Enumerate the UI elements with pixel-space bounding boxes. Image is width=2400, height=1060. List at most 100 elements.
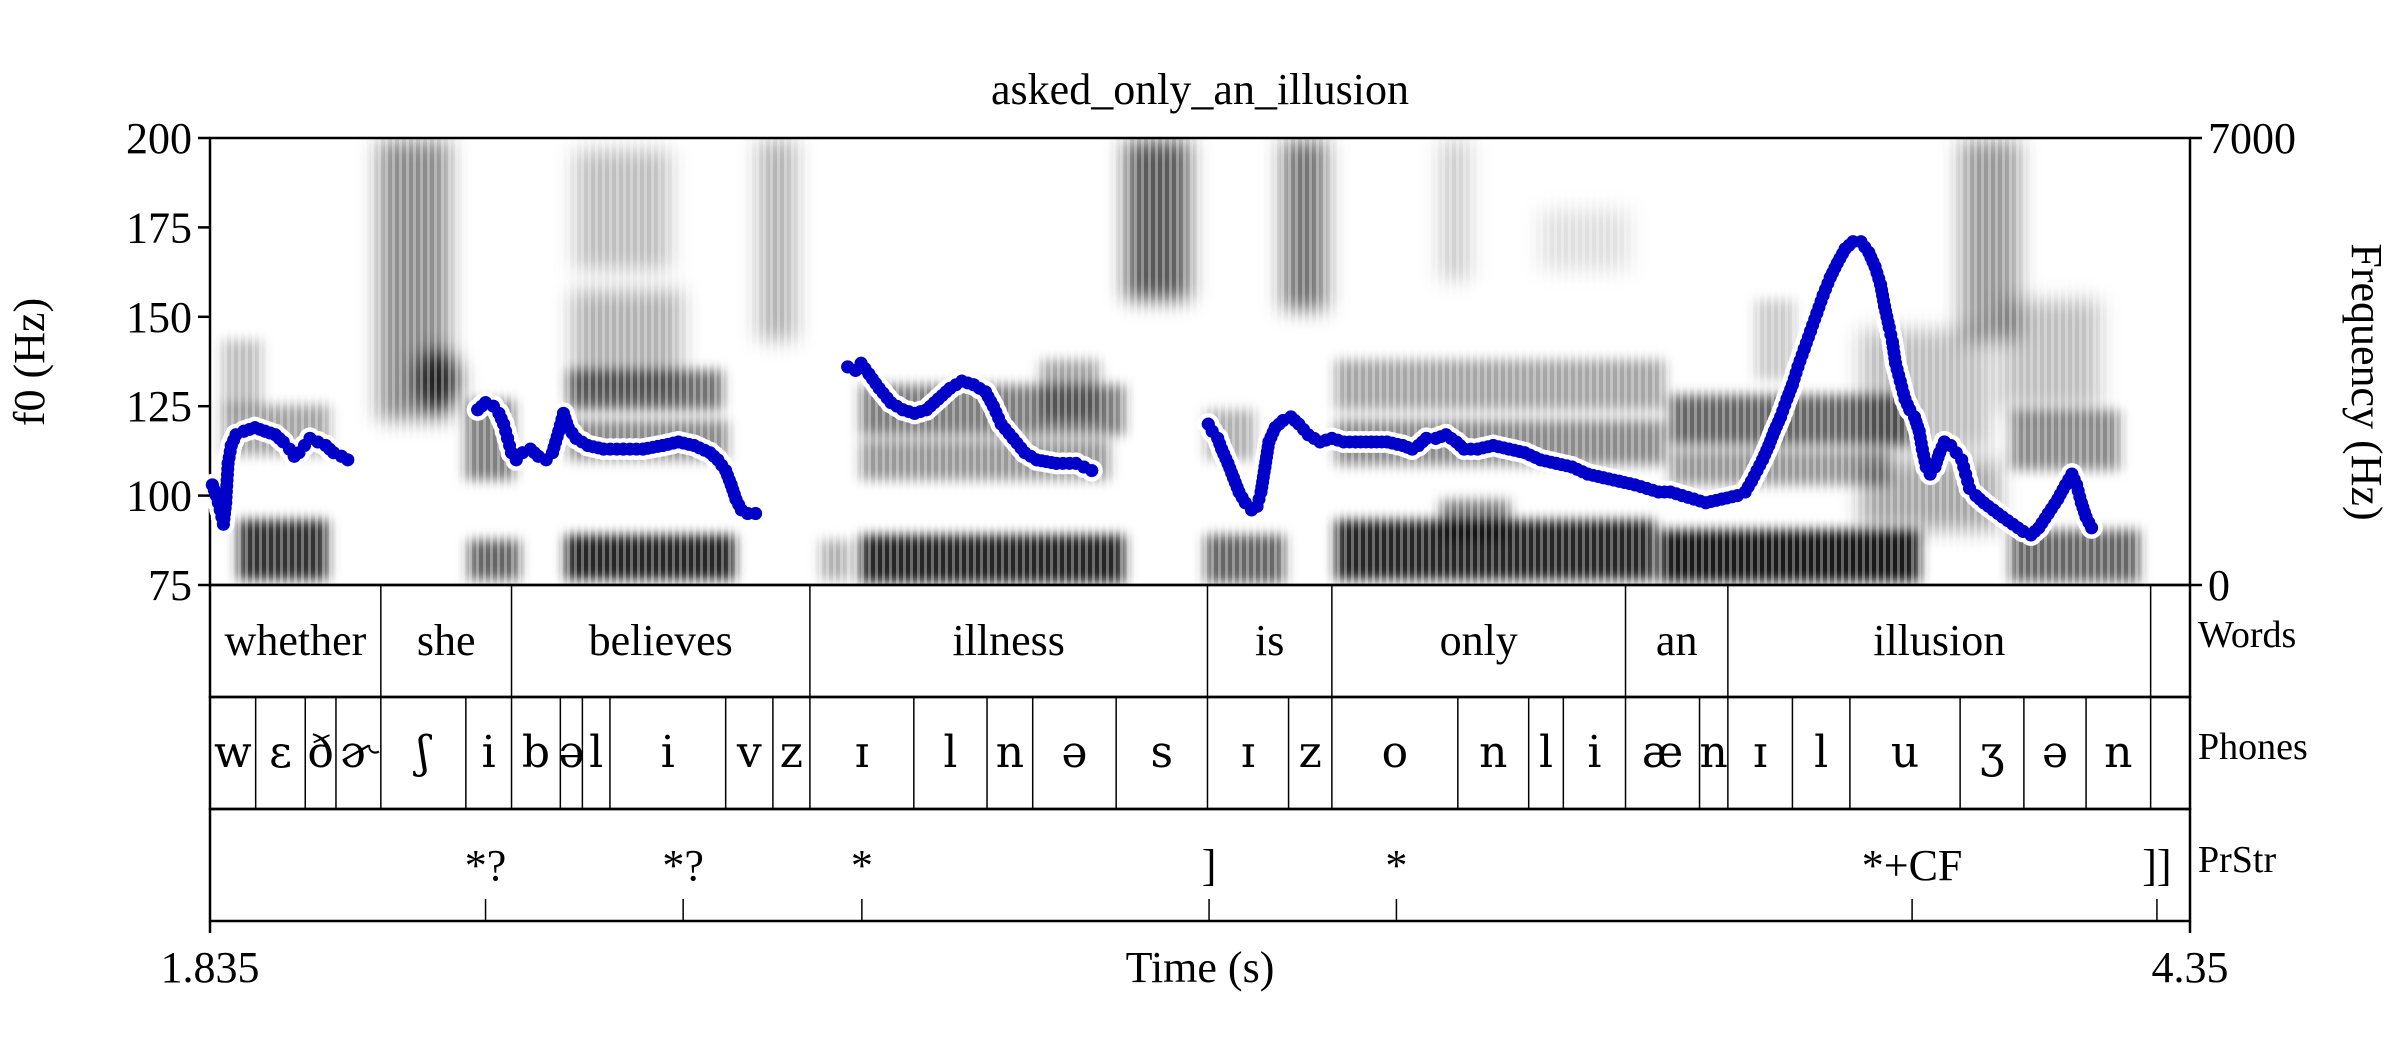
- f0-point: [724, 478, 738, 492]
- f0-point: [1211, 431, 1225, 445]
- interval-label: z: [780, 727, 803, 778]
- y-tick-label: 125: [126, 382, 192, 431]
- f0-point: [1429, 431, 1443, 445]
- f0-point: [497, 417, 511, 431]
- left-y-axis: 75 100 125 150 175 200: [126, 114, 210, 610]
- f0-point: [1893, 374, 1907, 388]
- f0-point: [967, 378, 981, 392]
- f0-point: [1652, 485, 1666, 499]
- interval-label: i: [482, 727, 496, 778]
- f0-point: [1250, 499, 1264, 513]
- f0-point: [1313, 435, 1327, 449]
- f0-point: [1628, 478, 1642, 492]
- interval-label: s: [1151, 727, 1174, 778]
- f0-point: [545, 446, 559, 460]
- f0-point: [919, 403, 933, 417]
- interval-label: ð: [307, 727, 334, 778]
- f0-point: [729, 492, 743, 506]
- f0-point: [492, 406, 506, 420]
- f0-point: [1907, 410, 1921, 424]
- tier-names: Words Phones PrStr: [2198, 614, 2308, 881]
- f0-point: [1959, 467, 1973, 481]
- interval-label: l: [1814, 727, 1828, 778]
- f0-point: [1874, 278, 1888, 292]
- f0-point: [597, 442, 611, 456]
- interval-label: u: [1891, 727, 1919, 778]
- f0-point: [219, 496, 233, 510]
- f0-point: [1928, 460, 1942, 474]
- right-tick-label: 7000: [2208, 114, 2296, 163]
- interval-label: an: [1656, 616, 1698, 665]
- f0-point: [1348, 435, 1362, 449]
- interval-label: o: [1382, 727, 1409, 778]
- f0-point: [1762, 439, 1776, 453]
- y-tick-label: 200: [126, 114, 192, 163]
- f0-point: [656, 439, 670, 453]
- f0-point: [616, 442, 630, 456]
- interval-label: whether: [225, 616, 367, 665]
- f0-point: [1882, 321, 1896, 335]
- f0-point: [205, 478, 219, 492]
- interval-label: v: [736, 727, 762, 778]
- f0-point: [749, 506, 763, 520]
- f0-contour: [201, 230, 2103, 546]
- f0-point: [224, 439, 238, 453]
- f0-point: [884, 396, 898, 410]
- f0-point: [1596, 471, 1610, 485]
- f0-point: [1785, 378, 1799, 392]
- point-label: *+CF: [1862, 841, 1963, 890]
- point-label: *: [851, 841, 873, 890]
- x-axis-label: Time (s): [1126, 943, 1275, 992]
- f0-point: [1823, 270, 1837, 284]
- f0-point: [955, 374, 969, 388]
- f0-point: [1774, 410, 1788, 424]
- f0-point: [1756, 453, 1770, 467]
- f0-point: [1533, 453, 1547, 467]
- f0-point: [1292, 417, 1306, 431]
- f0-point: [556, 406, 570, 420]
- f0-point: [1226, 471, 1240, 485]
- f0-point: [1502, 442, 1516, 456]
- f0-point: [896, 403, 910, 417]
- point-label: *?: [465, 841, 507, 890]
- f0-point: [1767, 424, 1781, 438]
- f0-point: [908, 406, 922, 420]
- f0-point: [1687, 492, 1701, 506]
- tier-box: [208, 807, 2192, 923]
- interval-label: ʃ: [412, 727, 432, 778]
- f0-point: [1699, 496, 1713, 510]
- f0-point: [1215, 442, 1229, 456]
- interval-label: illness: [952, 616, 1064, 665]
- f0-point: [2041, 506, 2055, 520]
- interval-label: l: [943, 727, 957, 778]
- f0-point: [2059, 478, 2073, 492]
- f0-point: [581, 439, 595, 453]
- f0-point: [1744, 474, 1758, 488]
- textgrid: whether she believes illness is only an illusio…: [208, 583, 2192, 923]
- f0-point: [1675, 489, 1689, 503]
- interval-label: ɛ: [269, 727, 292, 778]
- f0-point: [216, 517, 230, 531]
- f0-point: [1030, 453, 1044, 467]
- f0-point: [221, 456, 235, 470]
- interval-label: illusion: [1873, 616, 2005, 665]
- interval-label: z: [1299, 727, 1322, 778]
- chart-title: asked_only_an_illusion: [991, 65, 1409, 114]
- point-label: ]: [1202, 841, 1217, 890]
- interval-label: ə: [558, 727, 584, 778]
- point-label: ]]: [2142, 841, 2171, 890]
- interval-label: l: [589, 727, 603, 778]
- f0-point: [1640, 481, 1654, 495]
- f0-point: [1364, 435, 1378, 449]
- f0-point: [2079, 510, 2093, 524]
- x-tick-label: 1.835: [161, 943, 260, 992]
- f0-point: [1380, 435, 1394, 449]
- f0-point: [1780, 392, 1794, 406]
- f0-point: [1862, 245, 1876, 259]
- tier-name: Phones: [2198, 726, 2308, 768]
- f0-point: [569, 431, 583, 445]
- f0-point: [501, 431, 515, 445]
- f0-point: [2070, 478, 2084, 492]
- interval-label: n: [996, 727, 1024, 778]
